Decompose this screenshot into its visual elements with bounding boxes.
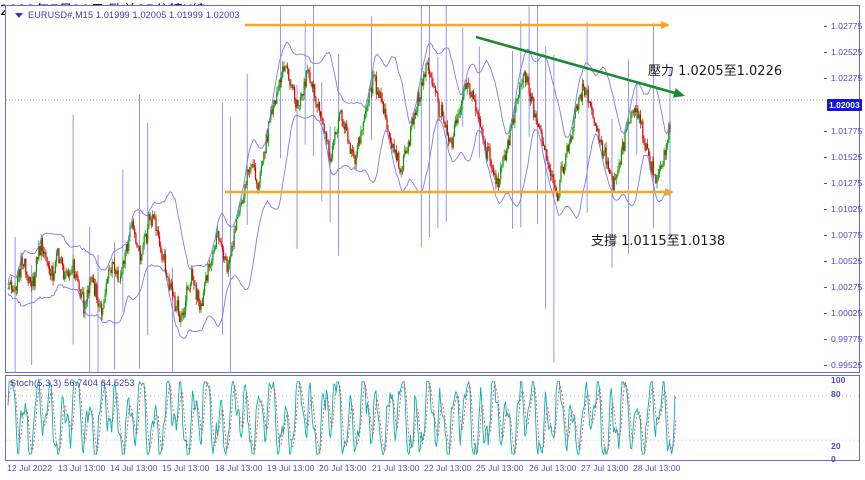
- price-axis-tick: [824, 78, 827, 79]
- price-axis-tick: [824, 235, 827, 236]
- stochastic-indicator-panel[interactable]: Stoch(5,3,3) 56.7404 64.5253: [5, 375, 860, 461]
- price-axis-label: 1.02275: [831, 73, 863, 83]
- stochastic-axis-label: 0: [831, 454, 836, 464]
- stochastic-plot-area[interactable]: [6, 376, 859, 460]
- time-axis-label: 21 Jul 13:00: [372, 463, 420, 473]
- price-axis-label: 1.01775: [831, 126, 863, 136]
- time-axis-label: 14 Jul 13:00: [110, 463, 158, 473]
- price-axis-tick: [824, 339, 827, 340]
- resistance-annotation: 壓力 1.0205至1.0226: [648, 64, 783, 79]
- price-axis-tick: [824, 365, 827, 366]
- price-axis-tick: [824, 287, 827, 288]
- price-axis-tick: [824, 313, 827, 314]
- price-axis-label: 1.00275: [831, 282, 863, 292]
- time-axis-label: 22 Jul 13:00: [424, 463, 472, 473]
- price-axis-label: 1.02525: [831, 47, 863, 57]
- time-axis-label: 15 Jul 13:00: [162, 463, 210, 473]
- session-separator-lines: [14, 6, 671, 372]
- candlestick-series: [7, 57, 671, 327]
- price-axis-tick: [824, 131, 827, 132]
- price-axis-tick: [824, 52, 827, 53]
- stochastic-line: [7, 380, 677, 454]
- price-axis-label: 0.99525: [831, 360, 863, 370]
- time-axis[interactable]: 12 Jul 2022 13 Jul 13:00 14 Jul 13:00 15 Ju…: [5, 462, 860, 480]
- stochastic-axis-label: 100: [831, 375, 846, 385]
- price-axis-tick: [824, 157, 827, 158]
- price-axis[interactable]: 1.02775 1.02525 1.02275 1.01775 1.01525 1.012…: [824, 5, 865, 373]
- price-axis-tick: [824, 261, 827, 262]
- time-axis-label: 25 Jul 13:00: [476, 463, 524, 473]
- time-axis-label: 19 Jul 13:00: [267, 463, 315, 473]
- current-price-label: 1.02003: [827, 99, 862, 111]
- price-axis-tick: [824, 26, 827, 27]
- bollinger-band-line: [7, 41, 671, 285]
- symbol-info-header[interactable]: EURUSD#,M15 1.01999 1.02005 1.01999 1.02…: [15, 10, 240, 20]
- time-axis-label: 18 Jul 13:00: [215, 463, 263, 473]
- price-axis-label: 1.00525: [831, 256, 863, 266]
- price-axis-label: 0.99775: [831, 334, 863, 344]
- price-axis-tick: [824, 209, 827, 210]
- price-axis-label: 1.00775: [831, 230, 863, 240]
- time-axis-label: 26 Jul 13:00: [529, 463, 577, 473]
- triangle-down-icon[interactable]: [15, 12, 23, 18]
- price-axis-label: 1.01275: [831, 178, 863, 188]
- stochastic-info-header: Stoch(5,3,3) 56.7404 64.5253: [10, 378, 135, 388]
- stochastic-info-text: Stoch(5,3,3) 56.7404 64.5253: [10, 378, 135, 388]
- price-axis-label: 1.01525: [831, 152, 863, 162]
- stochastic-axis-label: 80: [831, 389, 841, 399]
- price-axis-label: 1.01025: [831, 204, 863, 214]
- stochastic-axis-label: 20: [831, 441, 841, 451]
- bollinger-band-line: [7, 114, 671, 339]
- support-annotation: 支撐 1.0115至1.0138: [591, 234, 726, 249]
- symbol-info-text: EURUSD#,M15 1.01999 1.02005 1.01999 1.02…: [28, 10, 240, 20]
- time-axis-label: 13 Jul 13:00: [58, 463, 106, 473]
- price-axis-tick: [824, 183, 827, 184]
- time-axis-label: 20 Jul 13:00: [319, 463, 367, 473]
- stochastic-series-overlay: [6, 380, 859, 456]
- time-axis-label: 27 Jul 13:00: [581, 463, 629, 473]
- time-axis-label: 28 Jul 13:00: [633, 463, 681, 473]
- stochastic-line: [7, 380, 677, 456]
- time-axis-label: 12 Jul 2022: [7, 463, 53, 473]
- price-axis-label: 1.00025: [831, 308, 863, 318]
- stochastic-axis[interactable]: 100 80 20 0: [824, 375, 865, 464]
- price-axis-label: 1.02775: [831, 21, 863, 31]
